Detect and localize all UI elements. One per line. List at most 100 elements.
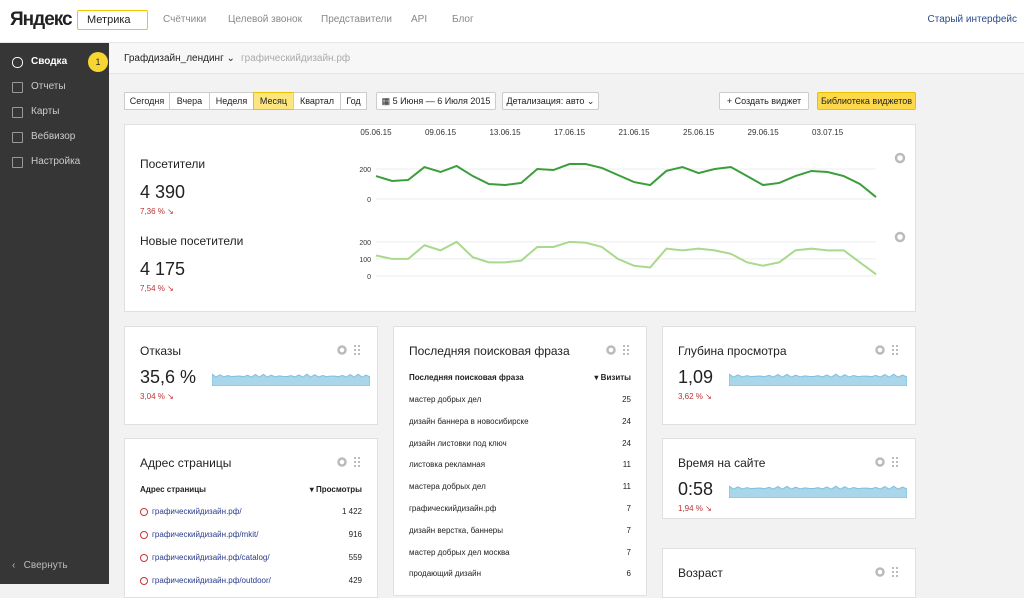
widget-icons	[606, 345, 629, 355]
collapse[interactable]: ‹ Свернуть	[12, 560, 68, 571]
row-value: 24	[622, 416, 631, 426]
y-tick-label: 0	[367, 274, 371, 281]
traffic-card: 05.06.15 09.06.15 13.06.15 17.06.15 21.06.15…	[124, 124, 916, 312]
nav-item[interactable]: API	[411, 14, 428, 25]
period-button[interactable]: Квартал	[293, 92, 341, 110]
row-label: мастер добрых дел	[409, 395, 482, 404]
settings-icon[interactable]	[875, 457, 885, 467]
sparkline-shape	[728, 485, 908, 499]
widget-value: 1,09	[678, 367, 714, 387]
row-label: дизайн баннера в новосибирске	[409, 416, 529, 426]
drag-icon[interactable]	[354, 345, 360, 355]
row-label[interactable]: графическийдизайн.рф/mkit/	[152, 530, 259, 539]
row-label: мастера добрых дел	[409, 482, 486, 492]
depth-widget: Глубина просмотра 1,09 3,62 % ↘	[662, 326, 916, 425]
drag-icon[interactable]	[892, 567, 898, 577]
widget-library[interactable]: Библиотека виджетов	[817, 92, 916, 110]
widget-change: 3,62 % ↘	[678, 392, 712, 401]
drag-icon[interactable]	[892, 345, 898, 355]
column-header: ▾ Визиты	[594, 373, 631, 382]
logo[interactable]: Яндекс	[10, 9, 73, 30]
widget-icons	[337, 345, 360, 355]
nav-item[interactable]: Блог	[452, 14, 474, 25]
y-tick-label: 100	[359, 257, 371, 264]
counter-select[interactable]: Графдизайн_лендинг ⌄	[124, 53, 235, 64]
period-button[interactable]: Неделя	[209, 92, 254, 110]
menu-item[interactable]: Вебвизор	[31, 131, 76, 142]
metric-total: 4 175	[140, 259, 186, 279]
menu-icon	[12, 157, 23, 168]
pages-widget: Адрес страницы Адрес страницы ▾ Просмотры г…	[124, 438, 378, 598]
x-tick-label: 25.06.15	[683, 128, 715, 137]
settings-icon[interactable]	[875, 345, 885, 355]
sparkline-shape	[211, 372, 371, 387]
row-value: 11	[622, 460, 631, 470]
nav-item[interactable]: Счётчики	[163, 14, 207, 25]
sparkline	[728, 482, 908, 499]
bounce-widget: Отказы 35,6 % 3,04 % ↘	[124, 326, 378, 425]
collapse-label[interactable]: Свернуть	[23, 560, 68, 571]
drag-icon[interactable]	[623, 345, 629, 355]
settings-icon[interactable]	[875, 567, 885, 577]
row-value: 7	[626, 547, 631, 557]
metric-change: 7,54 % ↘	[140, 284, 174, 293]
y-tick-label: 200	[359, 167, 371, 174]
menu-item[interactable]: Отчеты	[31, 81, 66, 92]
row-label[interactable]: графическийдизайн.рф/outdoor/	[152, 576, 271, 585]
x-tick-label: 29.06.15	[748, 128, 780, 137]
time-widget: Время на сайте 0:58 1,94 % ↘	[662, 438, 916, 519]
row-label: продающий дизайн	[409, 569, 482, 579]
product-tag[interactable]: Метрика	[77, 10, 148, 30]
period-button[interactable]: Месяц	[253, 92, 294, 110]
widget-controls	[337, 455, 363, 467]
row-label[interactable]: графическийдизайн.рф/catalog/	[152, 553, 270, 562]
link-icon	[140, 508, 148, 516]
menu-icon	[12, 82, 23, 93]
old-ui-link[interactable]: Старый интерфейс	[927, 14, 1017, 25]
widget-controls	[875, 455, 901, 467]
sparkline-area	[728, 485, 908, 499]
settings-icon	[894, 152, 906, 164]
nav-item[interactable]: Целевой звонок	[228, 14, 302, 25]
row-label: графическийдизайн.рф	[409, 504, 497, 513]
sidebar	[0, 43, 109, 584]
x-tick-label: 21.06.15	[618, 128, 650, 137]
row-label: дизайн листовки под ключ	[409, 438, 507, 448]
row-label: листовка рекламная	[409, 460, 486, 470]
sparkline	[728, 370, 908, 387]
x-tick-label: 05.06.15	[360, 128, 392, 137]
date-button[interactable]: ▦ 5 Июня — 6 Июля 2015	[376, 92, 496, 110]
row-value: 429	[348, 576, 362, 585]
widget-value: 0:58	[678, 479, 714, 499]
metric-title: Посетители	[140, 157, 206, 171]
period-button[interactable]: Год	[340, 92, 367, 110]
settings-icon[interactable]	[337, 345, 347, 355]
header	[0, 0, 1024, 43]
menu-item[interactable]: Карты	[31, 106, 60, 117]
drag-icon[interactable]	[354, 457, 360, 467]
menu-item[interactable]: Сводка	[31, 56, 68, 67]
period-button[interactable]: Вчера	[169, 92, 210, 110]
metric-title: Новые посетители	[140, 234, 244, 248]
settings-icon[interactable]	[337, 457, 347, 467]
detail-select[interactable]: Детализация: авто ⌄	[502, 92, 599, 110]
widget-value: 35,6 %	[140, 367, 197, 387]
row-value: 916	[348, 530, 362, 539]
nav-item[interactable]: Представители	[321, 14, 392, 25]
create-widget[interactable]: + Создать виджет	[719, 92, 809, 110]
settings-icon	[894, 231, 906, 243]
period-button[interactable]: Сегодня	[124, 92, 170, 110]
drag-icon[interactable]	[892, 457, 898, 467]
x-tick-label: 03.07.15	[812, 128, 844, 137]
column-header: ▾ Просмотры	[309, 485, 362, 494]
site-name: графическийдизайн.рф	[241, 53, 351, 64]
menu-icon	[12, 57, 23, 68]
row-label[interactable]: графическийдизайн.рф/	[152, 507, 242, 516]
subheader	[109, 43, 1024, 74]
counter-name[interactable]: Графдизайн_лендинг	[124, 53, 224, 64]
widget-change: 3,04 % ↘	[140, 392, 174, 401]
widget-controls	[606, 343, 632, 355]
widget-title: Адрес страницы	[140, 456, 232, 470]
settings-icon[interactable]	[606, 345, 616, 355]
menu-item[interactable]: Настройка	[31, 156, 81, 167]
